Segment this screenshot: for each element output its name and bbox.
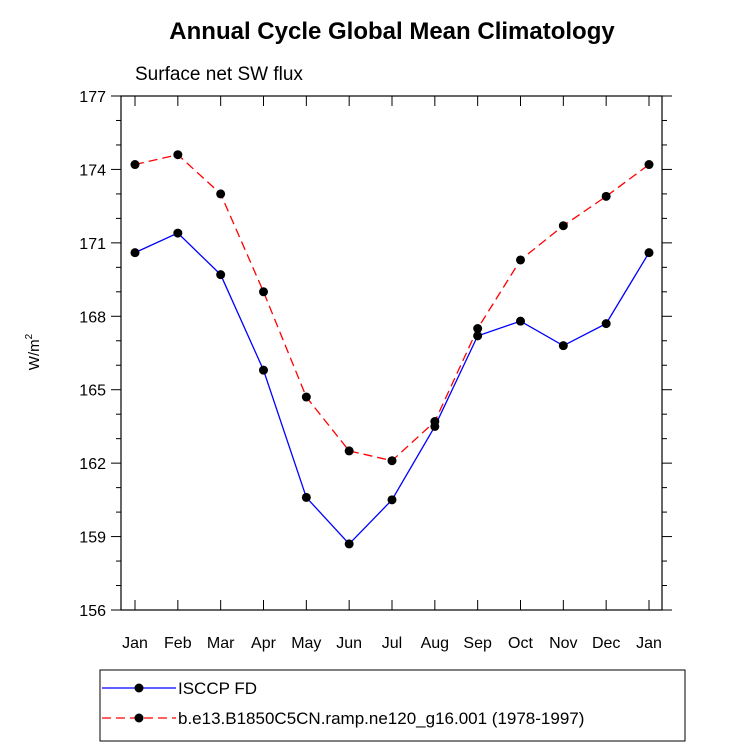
data-point-0 — [387, 495, 397, 505]
y-tick-label: 162 — [79, 456, 106, 473]
data-point-1 — [601, 191, 611, 201]
plot-frame — [120, 95, 663, 611]
data-point-0 — [516, 316, 525, 326]
y-tick-label: 165 — [79, 383, 106, 400]
y-tick-label: 168 — [79, 309, 106, 326]
legend-label-1: b.e13.B1850C5CN.ramp.ne120_g16.001 (1978… — [178, 709, 584, 728]
data-point-1 — [430, 417, 440, 427]
data-point-0 — [344, 539, 354, 549]
x-tick-label: Nov — [549, 635, 577, 652]
x-tick-label: Jan — [122, 635, 148, 652]
series-layer — [130, 150, 654, 549]
data-point-0 — [558, 341, 568, 351]
data-point-1 — [558, 221, 568, 231]
y-tick-label: 174 — [79, 162, 106, 179]
axes: Jan Feb Mar Apr May Jun Jul Aug Sep Oct Nov Dec Jan 1… — [79, 89, 672, 652]
y-tick-label: 156 — [79, 603, 106, 620]
legend-marker-0 — [134, 683, 144, 693]
x-tick-label: May — [291, 635, 321, 652]
y-tick-label: 159 — [79, 530, 106, 547]
data-point-0 — [216, 270, 226, 280]
data-point-1 — [173, 150, 183, 160]
x-tick-label: Jul — [382, 635, 402, 652]
data-point-0 — [259, 365, 268, 375]
series-line-1 — [134, 154, 650, 462]
x-tick-label: Jan — [636, 635, 662, 652]
legend-box — [99, 669, 686, 742]
data-point-0 — [644, 248, 654, 258]
y-tick-label: 171 — [79, 236, 106, 253]
data-point-1 — [644, 160, 654, 170]
x-tick-label: Aug — [421, 635, 449, 652]
data-point-1 — [387, 456, 397, 466]
y-axis-label: W/m2 — [24, 333, 43, 370]
data-point-1 — [516, 255, 525, 265]
data-point-0 — [130, 248, 140, 258]
data-point-1 — [301, 392, 311, 402]
chart-title: Annual Cycle Global Mean Climatology — [169, 18, 615, 45]
data-point-1 — [259, 287, 268, 297]
x-tick-label: Sep — [463, 635, 492, 652]
y-tick-label: 177 — [79, 89, 106, 106]
legend-marker-1 — [134, 713, 144, 723]
legend: ISCCP FD b.e13.B1850C5CN.ramp.ne120_g16.0… — [102, 679, 584, 728]
x-tick-label: Jun — [336, 635, 362, 652]
x-tick-label: Feb — [164, 635, 192, 652]
data-point-1 — [130, 160, 140, 170]
x-tick-label: Dec — [592, 635, 620, 652]
x-tick-label: Oct — [508, 635, 533, 652]
data-point-0 — [301, 492, 311, 502]
legend-label-0: ISCCP FD — [178, 679, 257, 698]
y-axis-label-superscript: 2 — [24, 333, 35, 339]
data-point-1 — [216, 189, 226, 199]
data-point-0 — [601, 319, 611, 329]
svg-text:W/m2: W/m2 — [24, 333, 43, 370]
data-point-1 — [344, 446, 354, 456]
y-axis-label-text: W/m — [26, 339, 43, 370]
data-point-0 — [173, 228, 183, 238]
chart-subtitle: Surface net SW flux — [135, 64, 303, 85]
data-point-0 — [473, 331, 483, 341]
x-tick-label: Mar — [207, 635, 235, 652]
data-point-1 — [473, 324, 483, 334]
x-tick-label: Apr — [251, 635, 277, 652]
